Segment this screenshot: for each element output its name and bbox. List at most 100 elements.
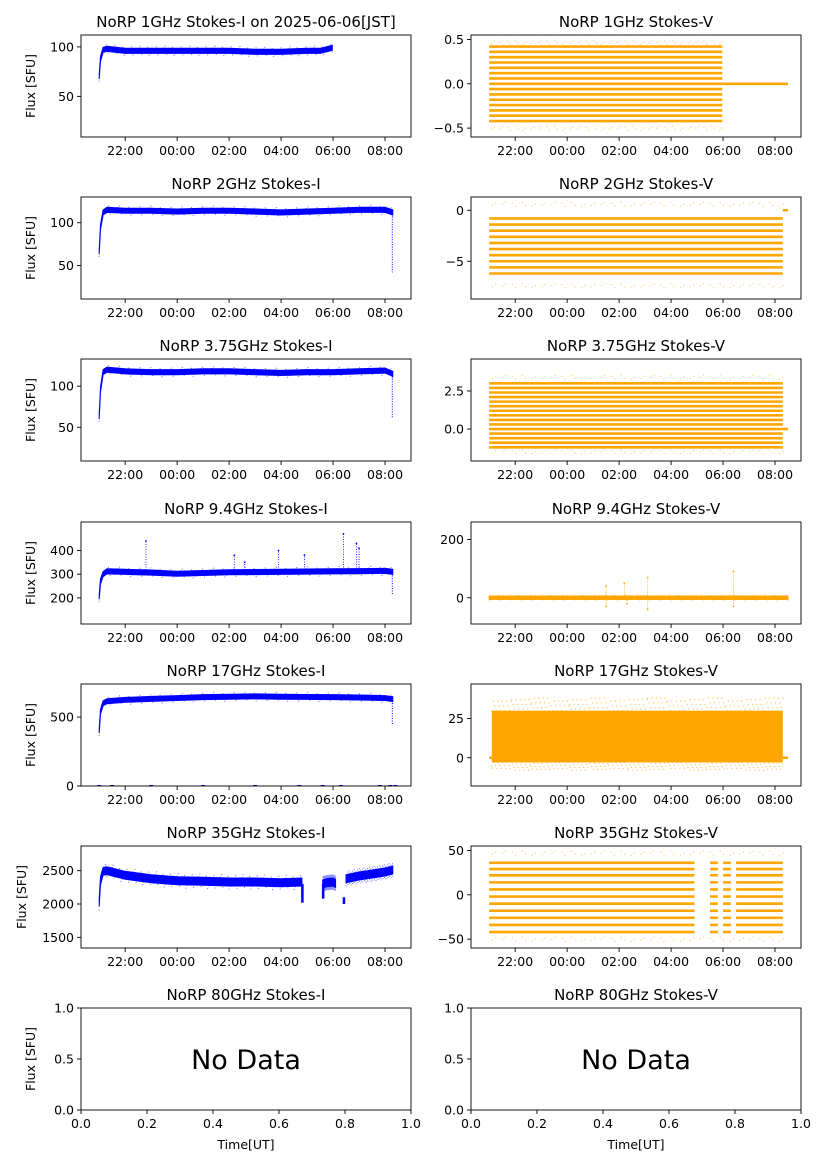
data-point [192,701,194,703]
data-point [155,210,158,212]
x-tick-label: 00:00 [159,467,195,482]
data-outlier-point [623,452,626,454]
data-point [340,213,342,215]
x-tick-label: 08:00 [757,954,793,969]
data-scatter-point [530,703,532,706]
data-point [371,867,374,869]
data-point [772,595,774,598]
x-tick-label: 22:00 [107,143,143,158]
x-tick-label: 08:00 [757,305,793,320]
data-outlier-point [663,205,665,207]
data-point [382,872,384,874]
data-point [389,870,391,872]
data-point [278,48,281,51]
data-point [682,599,684,601]
data-point [327,877,329,879]
data-point [590,596,592,598]
data-point [653,596,656,598]
data-point [301,696,303,699]
data-outlier-point [610,284,612,286]
data-point [111,211,113,213]
data-point [731,595,733,597]
data-point [187,371,189,373]
data-outlier-point [698,125,700,127]
data-outlier-point [633,852,635,854]
data-point [379,869,382,871]
data-point [774,594,776,597]
data-point [190,367,193,369]
data-point [187,882,190,884]
data-point [326,883,328,886]
data-point [222,692,224,695]
data-scatter-point [516,763,518,766]
data-scatter-point [537,762,539,765]
data-scatter-point [557,767,559,770]
data-point [234,875,237,877]
y-tick-label: 1500 [42,930,74,945]
data-point [292,52,294,54]
data-scatter-point [538,765,541,768]
data-outlier-point [778,378,781,380]
data-point [329,375,331,377]
data-point [381,868,383,870]
data-point [172,701,174,703]
data-point [330,877,332,880]
data-scatter-point [604,702,607,704]
data-point [270,49,272,51]
data-outlier-point [782,285,784,287]
data-point [524,597,526,600]
data-scatter-point [760,703,763,706]
data-point [261,695,263,697]
data-point [382,875,384,877]
data-point [381,873,383,875]
data-point [226,878,228,880]
data-scatter-point [586,703,589,706]
data-scatter-point [737,761,739,764]
data-point [250,371,252,373]
data-outlier-point [524,452,527,454]
data-point [190,876,192,879]
data-outlier-point [554,283,556,285]
data-scatter-point [755,763,758,766]
data-point [375,877,377,879]
data-point [278,875,280,877]
data-outlier-point [495,284,497,286]
data-point [687,595,690,597]
axes-frame [80,683,412,787]
data-point [334,695,337,697]
data-point [386,872,388,874]
data-point [328,879,331,881]
data-point [231,207,233,210]
data-point [110,869,112,871]
data-point [315,53,317,55]
data-point [378,867,380,870]
data-point [344,371,346,373]
data-point [222,886,224,888]
data-point [221,46,223,49]
x-tick-label: 00:00 [159,954,195,969]
data-scatter-point [531,768,533,771]
data-point [214,887,216,889]
y-tick-label: 400 [50,543,74,558]
data-scatter-point [769,765,772,768]
data-point [238,882,241,884]
data-point [389,872,391,875]
data-point [200,207,202,210]
data-outlier-point [574,204,576,206]
data-outlier-point [501,852,503,854]
data-scatter-point [629,703,632,706]
data-scatter-point [735,709,737,712]
data-outlier-point [693,450,695,452]
data-point [357,568,359,570]
data-point [165,211,167,213]
data-scatter-point [530,702,533,704]
data-point [323,695,326,698]
data-point [353,372,355,374]
data-point [334,370,337,372]
data-point [360,879,362,881]
data-outlier-point [609,42,611,44]
data-outlier-point [600,285,602,287]
y-axis-label: Flux [SFU] [23,703,38,767]
data-outlier-point [679,129,681,131]
data-point [761,596,763,598]
